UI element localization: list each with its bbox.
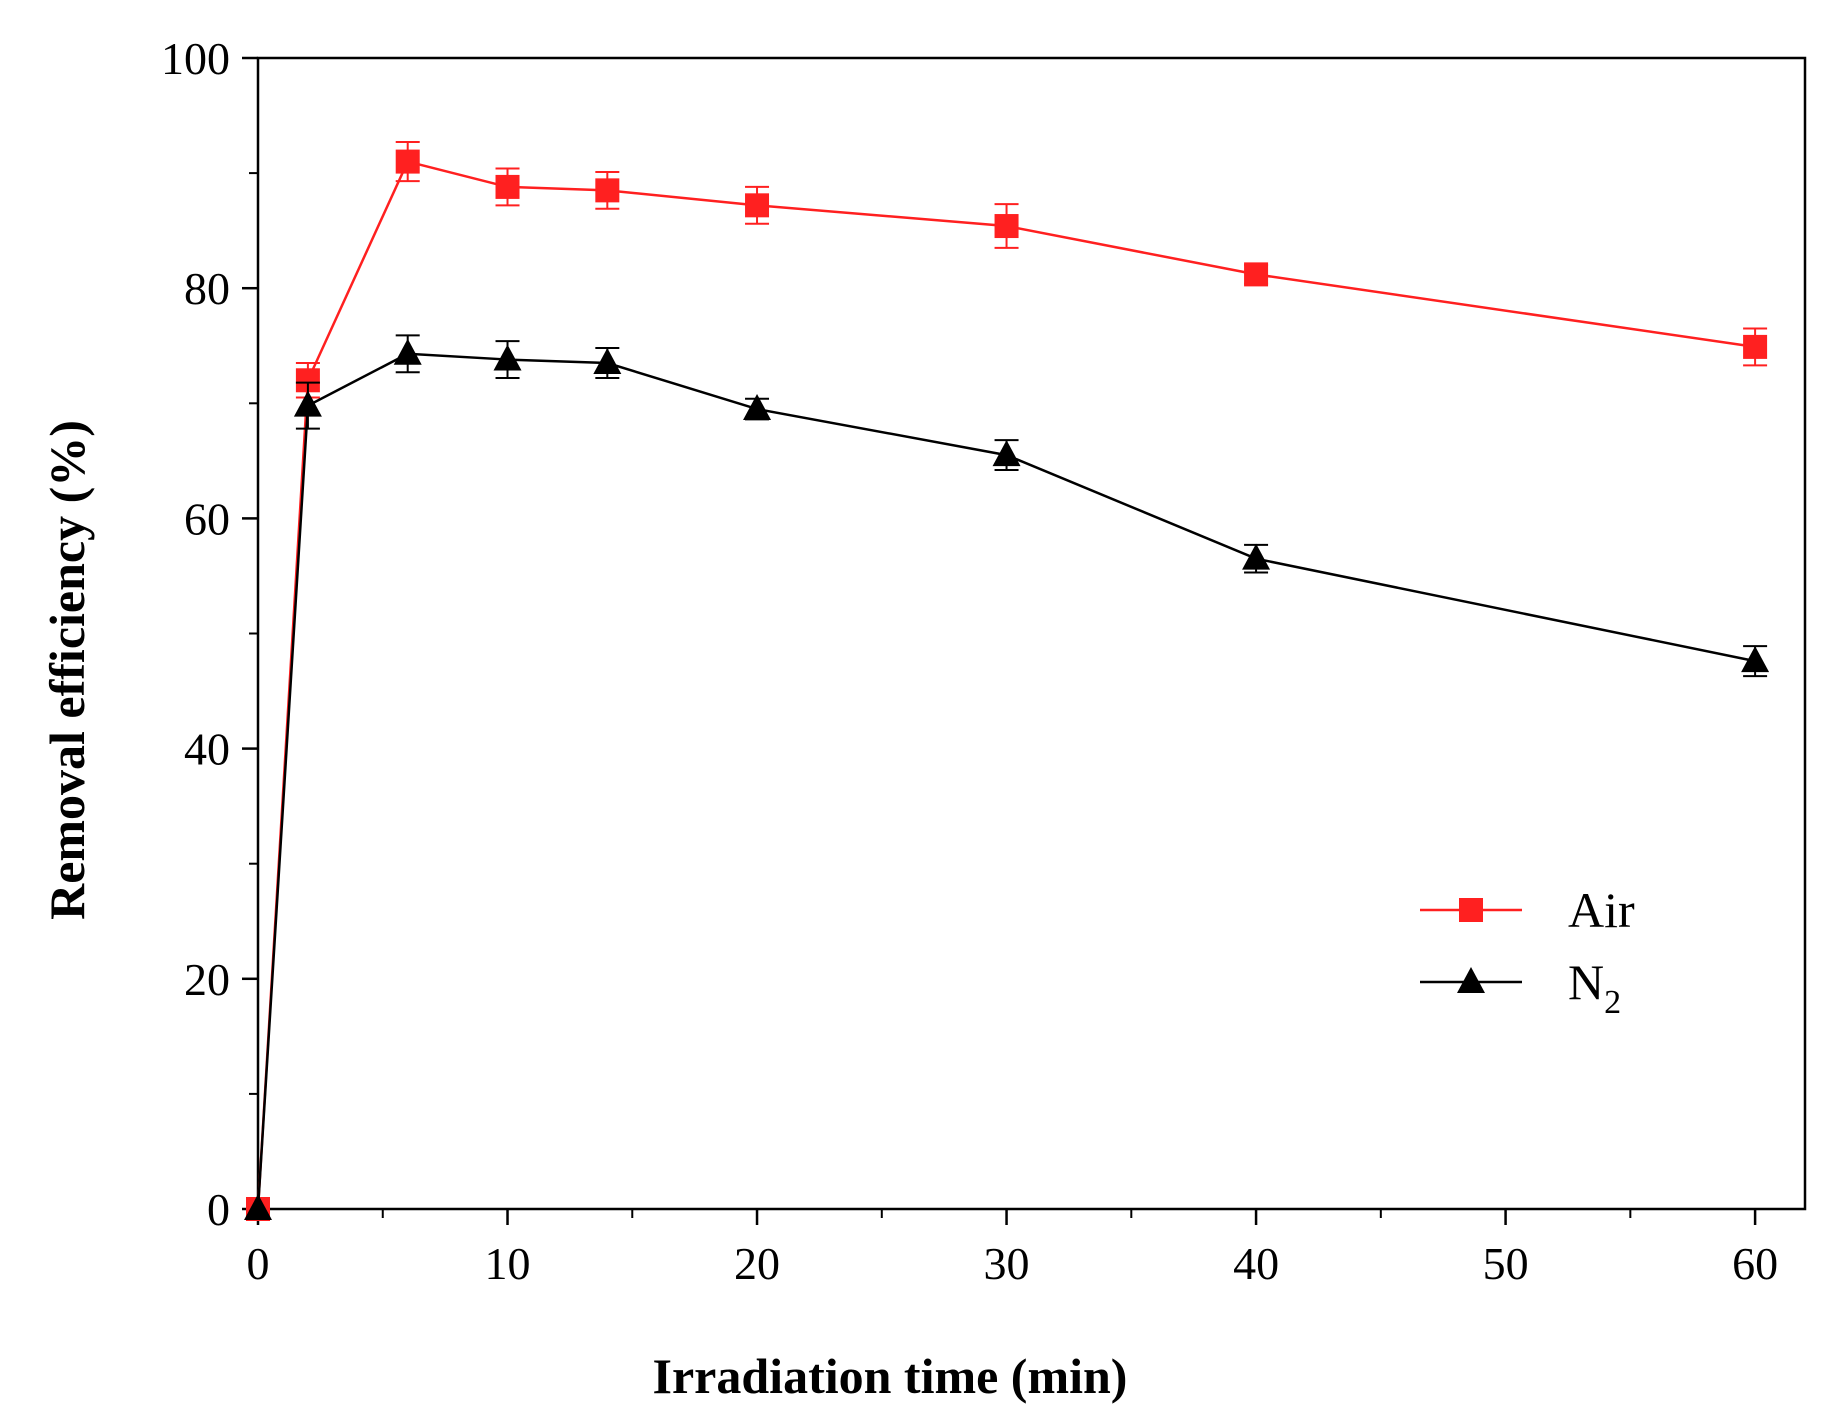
legend-marker	[1459, 898, 1483, 922]
legend-marker	[1457, 967, 1485, 993]
legend-label-main: N	[1568, 954, 1604, 1010]
legend-label: Air	[1568, 882, 1635, 938]
x-tick-label: 50	[1483, 1238, 1529, 1289]
y-tick-label: 80	[184, 263, 230, 314]
data-point	[593, 348, 622, 375]
y-tick-label: 20	[184, 954, 230, 1005]
data-point	[495, 174, 520, 199]
data-point	[1244, 262, 1269, 287]
data-point	[745, 193, 770, 218]
data-point	[393, 338, 422, 365]
legend-label-subscript: 2	[1604, 984, 1621, 1021]
legend-label: N2	[1568, 954, 1621, 1021]
data-point	[1743, 334, 1768, 359]
series-air	[246, 141, 1768, 1221]
x-tick-label: 30	[984, 1238, 1030, 1289]
data-point	[1242, 543, 1271, 570]
x-axis-title: Irradiation time (min)	[653, 1348, 1128, 1404]
data-point	[493, 344, 522, 371]
data-point	[743, 394, 772, 421]
y-tick-label: 100	[161, 33, 230, 84]
legend: Air N2	[1420, 882, 1635, 1021]
series-line	[256, 352, 1756, 1210]
legend-label-main: Air	[1568, 882, 1635, 938]
data-point	[992, 440, 1021, 467]
data-point	[595, 178, 620, 203]
legend-item-air: Air	[1420, 882, 1635, 938]
y-tick-label: 40	[184, 724, 230, 775]
legend-item-n2: N2	[1420, 954, 1621, 1021]
x-tick-label: 0	[247, 1238, 270, 1289]
data-point	[244, 1194, 272, 1220]
series-layer	[244, 141, 1770, 1221]
y-tick-label: 60	[184, 493, 230, 544]
x-tick-label: 10	[485, 1238, 531, 1289]
x-tick-label: 60	[1732, 1238, 1778, 1289]
y-tick-label: 0	[207, 1184, 230, 1235]
series-line	[256, 160, 1756, 1210]
data-point	[293, 390, 322, 417]
data-point	[395, 149, 420, 174]
series-n2	[244, 334, 1770, 1220]
x-tick-label: 20	[734, 1238, 780, 1289]
data-point	[1741, 646, 1770, 673]
y-axis-title: Removal efficiency (%)	[39, 420, 95, 920]
axes-layer: 0 10 20 30 40 50 60 0 20 40 60 80 100	[161, 33, 1807, 1289]
x-tick-label: 40	[1233, 1238, 1279, 1289]
data-point	[994, 214, 1019, 239]
